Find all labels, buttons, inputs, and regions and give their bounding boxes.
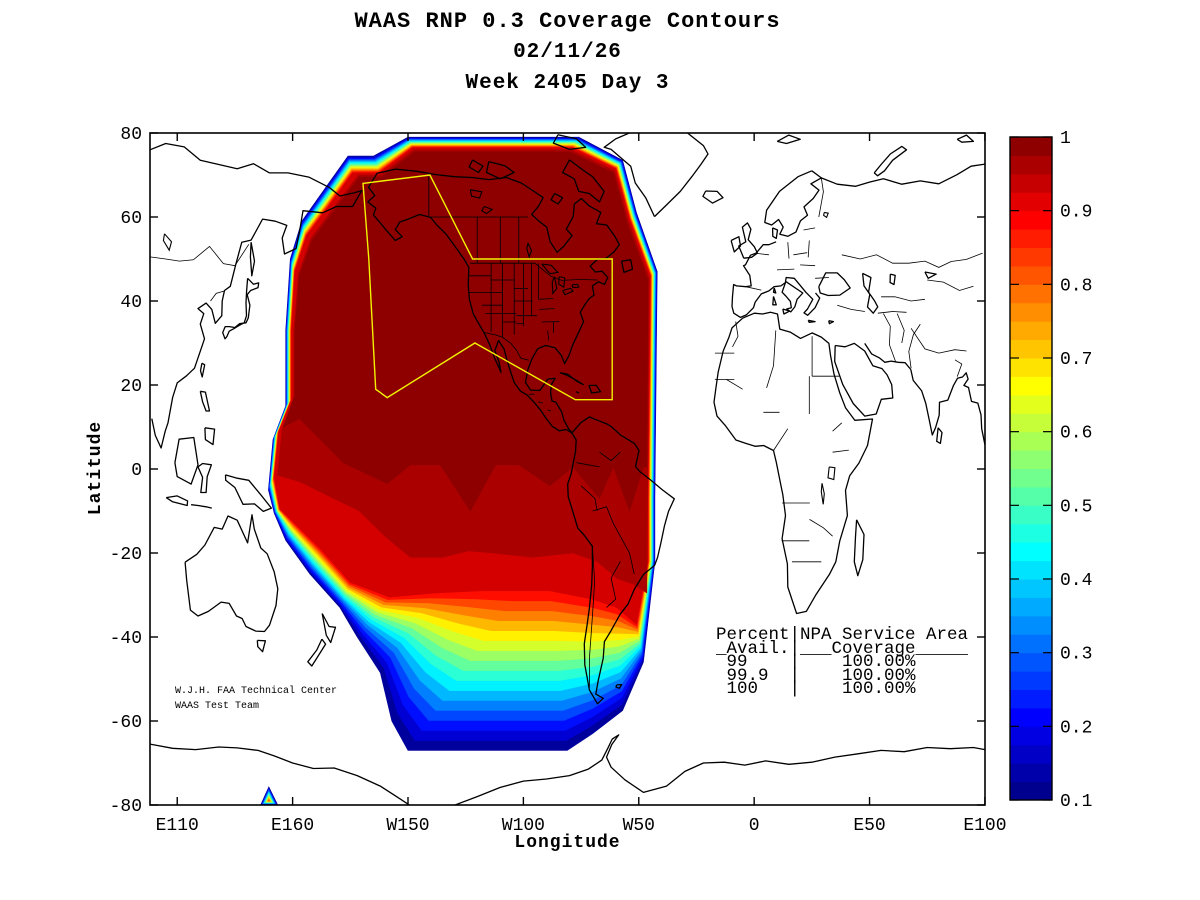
x-tick-label: E110 [156, 816, 199, 836]
x-axis-tick-labels: E110 E160 W150 W100 W50 0 E50 E100 [156, 816, 1007, 836]
x-tick-label: E50 [853, 816, 885, 836]
y-tick-label: -20 [110, 545, 142, 565]
colorbar-tick-label: 0.5 [1060, 497, 1092, 517]
colorbar-tick-label: 0.4 [1060, 571, 1092, 591]
x-tick-label: 0 [749, 816, 760, 836]
colorbar-tick-label: 0.8 [1060, 276, 1092, 296]
stats-header-1: Percent|NPA Service Area [716, 625, 969, 645]
colorbar-tick-label: 0.1 [1060, 792, 1092, 812]
x-tick-label: E160 [271, 816, 314, 836]
contour-bands [268, 136, 658, 751]
y-tick-label: 40 [120, 293, 142, 313]
y-axis-label: Latitude [86, 420, 106, 516]
y-axis-tick-labels: 80 60 40 20 0 -20 -40 -60 -80 [110, 125, 142, 817]
y-tick-label: 0 [131, 461, 142, 481]
stats-row: 99 | 100.00% [716, 652, 916, 672]
stats-row: 99.9 | 100.00% [716, 665, 916, 686]
plot-frame [149, 132, 986, 806]
spot-coverage-peak [260, 786, 279, 805]
coastlines [150, 133, 985, 805]
lakes [162, 189, 836, 505]
y-tick-label: 60 [120, 209, 142, 229]
x-tick-label: W100 [502, 816, 545, 836]
y-tick-label: -40 [110, 629, 142, 649]
y-tick-label: -80 [110, 797, 142, 817]
y-tick-label: 20 [120, 377, 142, 397]
figure-subtitle-date: 02/11/26 [513, 41, 622, 64]
figure-title: WAAS RNP 0.3 Coverage Contours [354, 9, 781, 34]
x-tick-label: W150 [386, 816, 429, 836]
y-tick-label: 80 [120, 125, 142, 145]
colorbar-tick-label: 0.9 [1060, 203, 1092, 223]
title-block: WAAS RNP 0.3 Coverage Contours 02/11/26 … [150, 6, 985, 99]
credit-line-2: WAAS Test Team [175, 701, 260, 712]
stats-row: 100 | 100.00% [716, 679, 916, 699]
credit-line-1: W.J.H. FAA Technical Center [175, 686, 338, 697]
stats-header-2: _Avail.|___Coverage_____ [716, 638, 969, 659]
credit-text: W.J.H. FAA Technical Center WAAS Test Tea… [175, 684, 337, 714]
npa-service-area-outline [362, 174, 613, 401]
x-tick-label: E100 [963, 816, 1006, 836]
country-state-borders [150, 176, 983, 688]
colorbar-tick-label: 0.3 [1060, 645, 1092, 665]
x-axis-label: Longitude [514, 833, 621, 853]
colorbar: 1 0.9 0.8 0.7 0.6 0.5 0.4 0.3 0.2 0.1 [1009, 129, 1092, 812]
colorbar-tick-label: 1 [1060, 129, 1071, 149]
axis-ticks [150, 132, 986, 806]
figure-subtitle-week: Week 2405 Day 3 [465, 72, 670, 95]
stats-table: Percent|NPA Service Area _Avail.|___Cover… [716, 625, 969, 699]
colorbar-tick-label: 0.6 [1060, 424, 1092, 444]
x-tick-label: W50 [623, 816, 655, 836]
colorbar-tick-label: 0.2 [1060, 718, 1092, 738]
map-area [150, 133, 985, 805]
y-tick-label: -60 [110, 713, 142, 733]
colorbar-tick-label: 0.7 [1060, 350, 1092, 370]
